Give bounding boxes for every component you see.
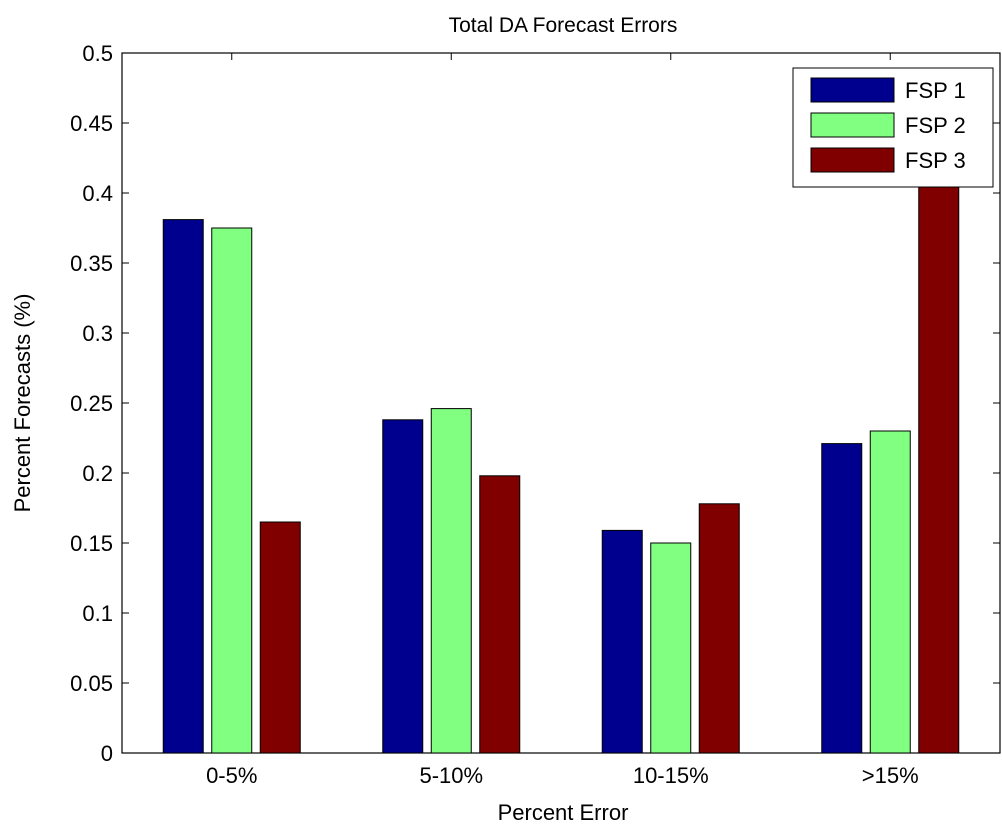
legend-label: FSP 1 xyxy=(905,78,966,103)
y-tick-label: 0.15 xyxy=(70,531,113,556)
y-axis-title: Percent Forecasts (%) xyxy=(10,294,35,513)
y-tick-label: 0.05 xyxy=(70,671,113,696)
y-tick-label: 0.35 xyxy=(70,251,113,276)
y-tick-label: 0.4 xyxy=(82,181,113,206)
y-tick-label: 0.2 xyxy=(82,461,113,486)
legend-label: FSP 2 xyxy=(905,113,966,138)
x-tick-label: >15% xyxy=(862,763,919,788)
bar-fsp-1-2 xyxy=(601,529,643,754)
bar-fsp-2-2 xyxy=(650,542,692,754)
y-tick-label: 0 xyxy=(101,741,113,766)
bar-fsp-1-3 xyxy=(821,443,863,754)
bar-fsp-3-3 xyxy=(918,185,960,754)
bar-fsp-2-1 xyxy=(430,408,472,754)
bar-fsp-2-3 xyxy=(869,430,911,754)
bar-fsp-1-0 xyxy=(162,219,204,754)
legend-label: FSP 3 xyxy=(905,148,966,173)
legend-swatch xyxy=(810,77,895,103)
bar-fsp-1-1 xyxy=(382,419,424,754)
x-axis-title: Percent Error xyxy=(498,800,629,825)
chart-title: Total DA Forecast Errors xyxy=(449,14,678,37)
legend-swatch xyxy=(810,112,895,138)
x-tick-label: 10-15% xyxy=(633,763,709,788)
x-tick-label: 5-10% xyxy=(419,763,483,788)
y-tick-label: 0.1 xyxy=(82,601,113,626)
x-tick-label: 0-5% xyxy=(206,763,257,788)
y-tick-label: 0.3 xyxy=(82,321,113,346)
y-tick-label: 0.5 xyxy=(82,41,113,66)
bar-fsp-3-1 xyxy=(479,475,521,754)
bar-fsp-3-2 xyxy=(698,503,740,754)
legend-swatch xyxy=(810,147,895,173)
y-tick-label: 0.45 xyxy=(70,111,113,136)
plot-area: 0 0.05 0.1 0.15 0.2 0.25 0.3 0.35 0.4 0.45 0.5 0-5%… xyxy=(70,41,1001,788)
bar-fsp-2-0 xyxy=(211,227,253,754)
y-tick-label: 0.25 xyxy=(70,391,113,416)
legend: FSP 1 FSP 2 FSP 3 xyxy=(792,67,994,188)
bar-fsp-3-0 xyxy=(259,521,301,754)
